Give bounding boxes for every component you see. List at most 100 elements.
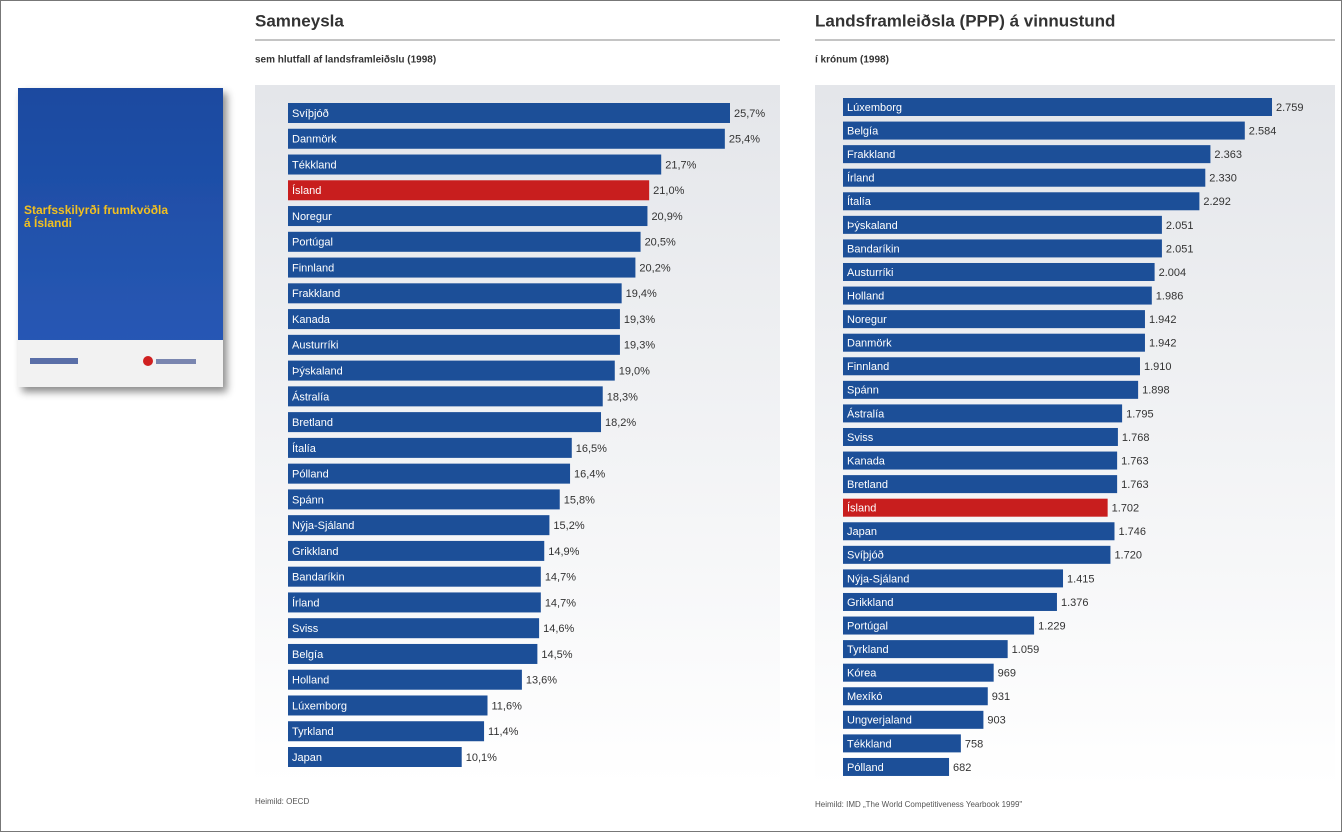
bar <box>288 180 649 200</box>
value-label: 21,7% <box>665 159 696 171</box>
value-label: 10,1% <box>466 752 497 764</box>
value-label: 1.746 <box>1118 526 1146 538</box>
value-label: 14,6% <box>543 623 574 635</box>
value-label: 2.051 <box>1166 220 1194 232</box>
value-label: 1.768 <box>1122 432 1150 444</box>
value-label: 13,6% <box>526 675 557 687</box>
category-label: Frakkland <box>292 288 340 300</box>
category-label: Tékkland <box>292 159 337 171</box>
category-label: Bandaríkin <box>847 243 900 255</box>
cover-title: Starfsskilyrði frumkvöðla á Íslandi <box>24 204 174 230</box>
bar <box>288 386 603 406</box>
chart-subtitle: sem hlutfall af landsframleiðslu (1998) <box>255 54 436 66</box>
category-label: Þýskaland <box>847 220 898 232</box>
source: Heimild: OECD <box>255 797 309 806</box>
category-label: Belgía <box>847 125 879 137</box>
value-label: 969 <box>998 668 1016 680</box>
bar <box>288 412 601 432</box>
bar <box>843 122 1245 140</box>
value-label: 1.763 <box>1121 479 1149 491</box>
value-label: 15,8% <box>564 494 595 506</box>
category-label: Tyrkland <box>847 644 889 656</box>
category-label: Japan <box>847 526 877 538</box>
bar <box>843 428 1118 446</box>
value-label: 11,4% <box>488 726 519 738</box>
category-label: Írland <box>292 596 320 609</box>
category-label: Finnland <box>292 262 334 274</box>
bar <box>843 98 1272 116</box>
bar <box>288 309 620 329</box>
value-label: 1.415 <box>1067 573 1095 585</box>
value-label: 2.051 <box>1166 243 1194 255</box>
bar <box>288 618 539 638</box>
category-label: Spánn <box>847 385 879 397</box>
logo <box>143 356 153 366</box>
value-label: 2.759 <box>1276 102 1304 114</box>
logo <box>30 358 78 364</box>
bar <box>288 464 570 484</box>
value-label: 21,0% <box>653 185 684 197</box>
bar <box>843 499 1108 517</box>
value-label: 1.942 <box>1149 314 1177 326</box>
value-label: 16,4% <box>574 469 605 481</box>
chart-subtitle: í krónum (1998) <box>815 55 889 66</box>
bar <box>843 522 1114 540</box>
category-label: Lúxemborg <box>292 700 347 712</box>
value-label: 25,7% <box>734 108 765 120</box>
value-label: 25,4% <box>729 134 760 146</box>
value-label: 18,2% <box>605 417 636 429</box>
category-label: Finnland <box>847 361 889 373</box>
value-label: 14,7% <box>545 597 576 609</box>
bar <box>843 404 1122 422</box>
cover: Starfsskilyrði frumkvöðla á Íslandi <box>18 88 223 387</box>
category-label: Holland <box>292 675 329 687</box>
category-label: Ítalía <box>292 442 317 455</box>
category-label: Ungverjaland <box>847 715 912 727</box>
value-label: 758 <box>965 738 983 750</box>
category-label: Bretland <box>292 417 333 429</box>
category-label: Þýskaland <box>292 366 343 378</box>
category-label: Ástralía <box>847 407 885 420</box>
value-label: 2.292 <box>1203 196 1231 208</box>
category-label: Japan <box>292 752 322 764</box>
category-label: Tékkland <box>847 738 892 750</box>
bar <box>288 258 635 278</box>
category-label: Sviss <box>847 432 874 444</box>
value-label: 18,3% <box>607 391 638 403</box>
value-label: 1.229 <box>1038 620 1066 632</box>
value-label: 903 <box>987 715 1005 727</box>
value-label: 14,5% <box>541 649 572 661</box>
bar <box>843 287 1152 305</box>
value-label: 15,2% <box>553 520 584 532</box>
cover-title-box: Starfsskilyrði frumkvöðla á Íslandi <box>24 204 174 264</box>
category-label: Mexíkó <box>847 691 882 703</box>
category-label: Bandaríkin <box>292 572 345 584</box>
value-label: 16,5% <box>576 443 607 455</box>
category-label: Bretland <box>847 479 888 491</box>
category-label: Svíþjóð <box>847 550 884 562</box>
value-label: 1.376 <box>1061 597 1089 609</box>
bar <box>288 206 647 226</box>
source: Heimild: IMD „The World Competitiveness … <box>815 800 1022 809</box>
chart-title: Samneysla <box>255 11 344 30</box>
value-label: 2.584 <box>1249 125 1277 137</box>
value-label: 1.942 <box>1149 338 1177 350</box>
value-label: 2.363 <box>1214 149 1242 161</box>
bar <box>288 155 661 175</box>
logo <box>156 359 196 364</box>
bar <box>288 232 641 252</box>
category-label: Noregur <box>847 314 887 326</box>
bar <box>288 592 541 612</box>
value-label: 19,3% <box>624 314 655 326</box>
bar <box>288 489 560 509</box>
bar <box>843 145 1210 163</box>
category-label: Holland <box>847 290 884 302</box>
value-label: 2.330 <box>1209 173 1237 185</box>
category-label: Ísland <box>292 184 321 197</box>
category-label: Portúgal <box>847 620 888 632</box>
category-label: Danmörk <box>292 134 337 146</box>
category-label: Lúxemborg <box>847 102 902 114</box>
value-label: 682 <box>953 762 971 774</box>
category-label: Nýja-Sjáland <box>292 520 354 532</box>
category-label: Írland <box>847 172 875 185</box>
